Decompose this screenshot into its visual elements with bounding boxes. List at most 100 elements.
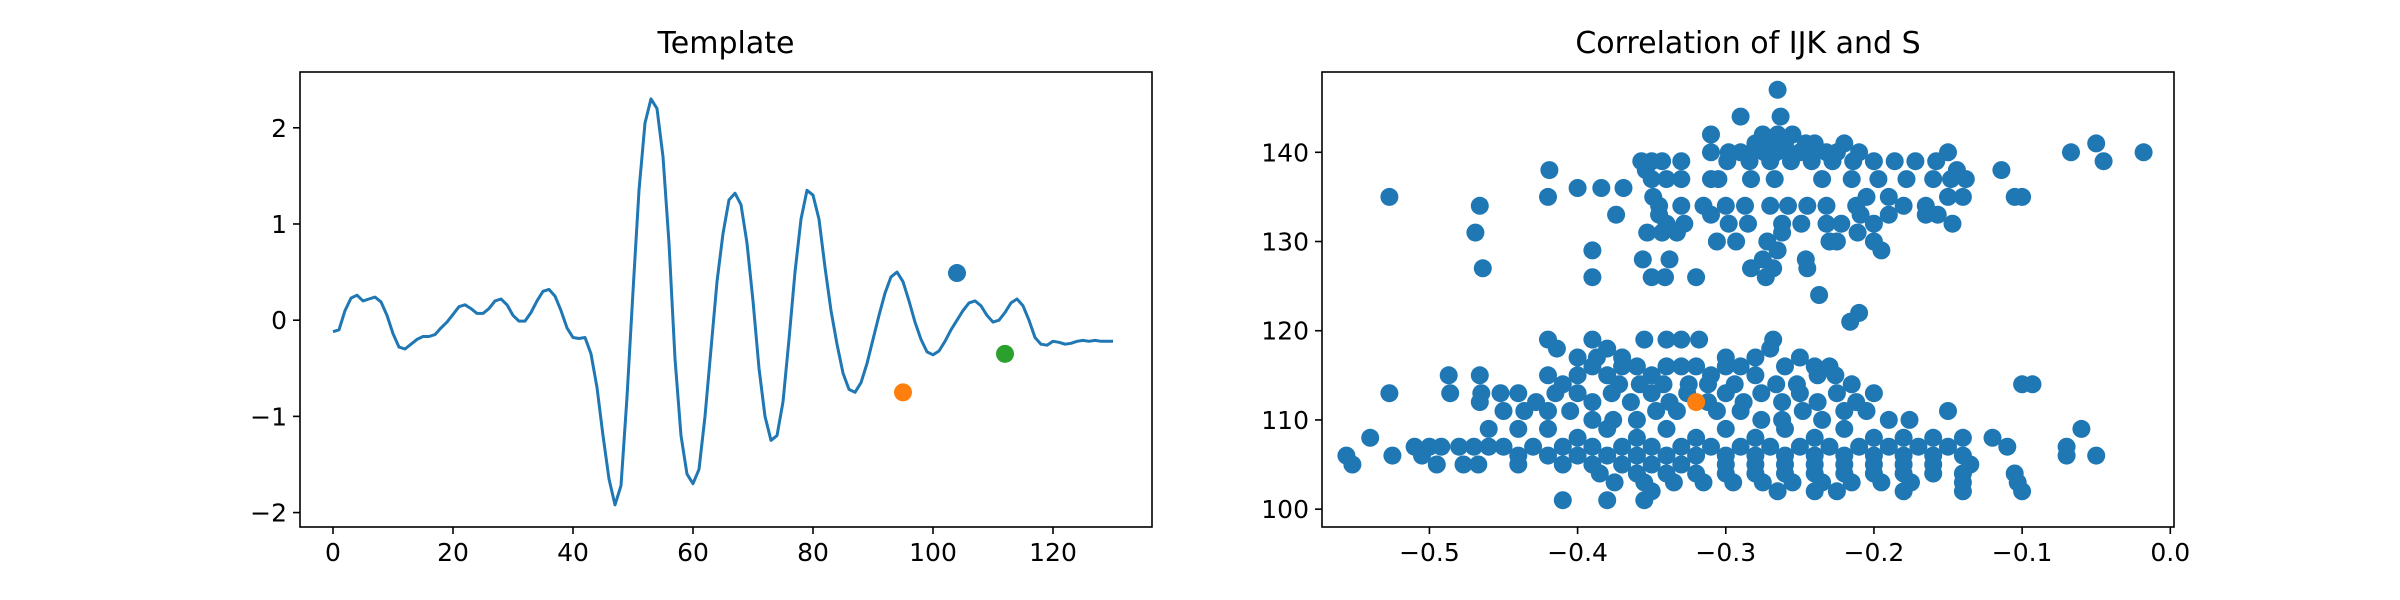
scatter-point — [1817, 196, 1836, 215]
scatter-point — [1731, 357, 1750, 376]
scatter-point — [1813, 170, 1832, 189]
scatter-point — [1657, 419, 1676, 438]
scatter-point — [1848, 223, 1867, 242]
scatter-point — [1790, 348, 1809, 367]
scatter-point — [1583, 393, 1602, 412]
scatter-point — [1894, 428, 1913, 447]
scatter-point — [1432, 437, 1451, 456]
scatter-point — [1731, 402, 1750, 420]
scatter-point — [1823, 152, 1842, 171]
scatter-point — [1746, 428, 1765, 447]
scatter-point — [1765, 170, 1784, 189]
scatter-point — [1879, 410, 1898, 429]
scatter-point — [1553, 455, 1572, 474]
scatter-point — [1842, 170, 1861, 189]
scatter-point — [1832, 214, 1851, 233]
scatter-point — [1771, 107, 1790, 126]
scatter-point — [1939, 402, 1957, 420]
scatter-point — [1672, 152, 1691, 171]
correlation-plot-area — [1337, 80, 2153, 510]
scatter-point — [1939, 187, 1957, 206]
scatter-point — [1827, 384, 1846, 403]
scatter-point — [1768, 80, 1787, 99]
y-tick-label: −2 — [250, 499, 287, 528]
scatter-point — [1773, 393, 1792, 412]
y-tick-label: 140 — [1261, 138, 1309, 167]
template-series-line — [332, 97, 1113, 507]
scatter-point — [1939, 437, 1957, 456]
scatter-point — [1454, 455, 1473, 474]
scatter-point — [1672, 357, 1691, 376]
template-axes-frame — [299, 71, 1153, 528]
scatter-point — [1642, 384, 1661, 403]
scatter-point — [1479, 419, 1498, 438]
scatter-point — [1653, 152, 1672, 171]
scatter-point — [1583, 268, 1602, 287]
scatter-point — [1491, 384, 1510, 403]
scatter-point — [1924, 464, 1943, 483]
scatter-point — [1642, 455, 1661, 474]
scatter-point — [1983, 428, 2002, 447]
correlation-axes-frame — [1321, 71, 2175, 528]
scatter-point — [1568, 428, 1587, 447]
scatter-point — [1872, 473, 1891, 492]
scatter-point — [1826, 366, 1845, 385]
scatter-point — [1827, 482, 1846, 501]
scatter-point — [1857, 187, 1876, 206]
scatter-point — [1413, 446, 1431, 465]
scatter-point — [1820, 232, 1839, 251]
scatter-point — [1613, 357, 1632, 376]
scatter-point — [1642, 170, 1661, 189]
scatter-point — [1761, 196, 1780, 215]
scatter-point — [1906, 152, 1925, 171]
scatter-point — [1773, 223, 1792, 242]
scatter-point — [1956, 170, 1975, 189]
scatter-point — [2087, 134, 2106, 153]
scatter-point — [1635, 491, 1654, 510]
scatter-point — [1739, 214, 1757, 233]
scatter-point — [1590, 464, 1609, 483]
scatter-point — [1909, 437, 1928, 456]
scatter-point — [1841, 312, 1860, 331]
scatter-point — [1724, 473, 1743, 492]
scatter-point — [1607, 205, 1626, 224]
scatter-point — [1716, 357, 1735, 376]
y-tick-label: 100 — [1261, 495, 1309, 524]
correlation-axis-ticks: −0.5 −0.4 −0.3 −0.2 −0.1 0.0 100 110 120 130 140 — [1261, 138, 2190, 567]
scatter-point — [1380, 187, 1399, 206]
scatter-point — [1583, 330, 1602, 349]
y-tick-label: 2 — [271, 114, 287, 143]
scatter-point — [1361, 428, 1380, 447]
scatter-point — [2134, 143, 2153, 162]
scatter-point — [1627, 446, 1646, 465]
scatter-point — [1953, 428, 1972, 447]
scatter-point — [1718, 152, 1737, 171]
scatter-point — [1742, 259, 1760, 278]
scatter-point — [1638, 223, 1657, 242]
scatter-point — [1515, 402, 1534, 420]
scatter-point — [1761, 152, 1780, 171]
scatter-point — [1752, 410, 1771, 429]
scatter-point — [1808, 393, 1827, 412]
scatter-point — [1539, 187, 1557, 206]
template-marker-point — [948, 264, 966, 283]
scatter-point — [1790, 384, 1809, 403]
scatter-point — [2013, 482, 2032, 501]
template-title: Template — [657, 26, 795, 61]
scatter-point — [1740, 152, 1759, 171]
scatter-point — [1441, 384, 1460, 403]
scatter-point — [1656, 268, 1674, 287]
scatter-point — [1672, 455, 1691, 474]
scatter-point — [1782, 152, 1800, 171]
scatter-point — [1752, 384, 1771, 403]
scatter-point — [1642, 268, 1661, 287]
scatter-point — [1702, 437, 1720, 456]
template-axis-ticks: 0 20 40 60 80 100 120 −2 −1 0 1 2 — [250, 114, 1077, 567]
scatter-point — [1805, 482, 1824, 501]
scatter-point — [1707, 402, 1726, 420]
scatter-point — [1546, 384, 1565, 403]
x-tick-label: −0.1 — [1992, 538, 2053, 567]
scatter-point — [1568, 366, 1587, 385]
